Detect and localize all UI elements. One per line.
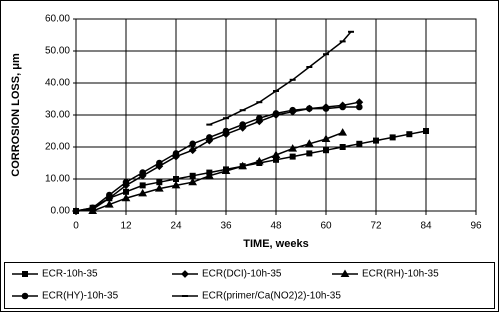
x-tick-label: 72 xyxy=(370,221,382,232)
marker xyxy=(156,159,163,167)
series-line xyxy=(209,31,352,126)
marker xyxy=(339,144,346,150)
marker xyxy=(406,131,413,138)
marker xyxy=(356,103,363,111)
marker xyxy=(121,193,131,202)
marker xyxy=(189,140,196,148)
series-line xyxy=(92,131,343,212)
x-tick-label: 96 xyxy=(470,221,482,232)
marker xyxy=(306,150,313,157)
marker xyxy=(138,188,148,197)
marker xyxy=(188,146,197,155)
y-tick-label: 50.00 xyxy=(45,46,70,57)
marker xyxy=(222,127,230,135)
x-tick-label: 48 xyxy=(270,221,282,232)
marker xyxy=(322,105,330,112)
marker xyxy=(181,270,189,278)
marker xyxy=(106,191,113,199)
marker xyxy=(306,105,313,112)
x-tick-label: 12 xyxy=(120,221,132,232)
y-axis-title: CORROSION LOSS, μm xyxy=(10,53,22,177)
y-tick-label: 40.00 xyxy=(45,78,70,89)
y-tick-label: 30.00 xyxy=(45,110,70,121)
marker xyxy=(154,184,164,192)
x-tick-label: 60 xyxy=(320,221,332,232)
y-tick-label: 10.00 xyxy=(45,174,70,185)
marker xyxy=(423,128,429,134)
marker xyxy=(272,110,280,117)
marker xyxy=(122,178,130,186)
y-tick-label: 20.00 xyxy=(45,142,70,153)
marker xyxy=(304,139,314,147)
marker xyxy=(356,140,363,147)
marker xyxy=(339,103,346,111)
x-tick-label: 24 xyxy=(170,221,182,232)
marker xyxy=(104,200,114,208)
marker xyxy=(22,271,28,277)
marker xyxy=(256,114,263,122)
x-tick-label: 0 xyxy=(73,221,79,232)
legend-label: ECR(RH)-10h-35 xyxy=(362,269,439,280)
marker xyxy=(271,150,281,158)
legend-label: ECR(primer/Ca(NO2)2)-10h-35 xyxy=(202,291,341,302)
legend-label: ECR(DCI)-10h-35 xyxy=(202,269,282,280)
marker xyxy=(139,182,146,189)
marker xyxy=(72,207,80,215)
marker xyxy=(239,121,246,128)
marker xyxy=(289,106,296,114)
marker xyxy=(238,161,248,170)
x-tick-label: 36 xyxy=(220,221,232,232)
marker xyxy=(188,177,198,186)
legend-label: ECR-10h-35 xyxy=(42,269,98,280)
marker xyxy=(288,144,298,152)
x-axis-title: TIME, weeks xyxy=(243,238,308,250)
marker xyxy=(172,150,180,157)
marker xyxy=(321,134,331,142)
marker xyxy=(21,292,29,300)
marker xyxy=(273,156,279,163)
marker xyxy=(221,166,231,174)
marker xyxy=(323,147,329,154)
x-tick-label: 84 xyxy=(420,221,432,232)
marker xyxy=(156,179,163,186)
marker xyxy=(289,153,296,160)
legend-frame xyxy=(4,262,495,309)
marker xyxy=(206,134,213,141)
marker xyxy=(204,171,214,179)
y-tick-label: 0.00 xyxy=(51,206,71,217)
marker xyxy=(338,128,348,136)
y-tick-label: 60.00 xyxy=(45,14,70,25)
marker xyxy=(373,137,379,144)
marker xyxy=(254,156,264,165)
legend-label: ECR(HY)-10h-35 xyxy=(42,291,119,302)
marker xyxy=(189,172,196,179)
marker xyxy=(171,180,181,189)
marker xyxy=(139,169,146,176)
series-line xyxy=(75,130,427,212)
marker xyxy=(173,176,179,182)
marker xyxy=(123,188,129,195)
marker xyxy=(340,269,350,277)
marker xyxy=(89,204,96,212)
marker xyxy=(389,134,396,141)
